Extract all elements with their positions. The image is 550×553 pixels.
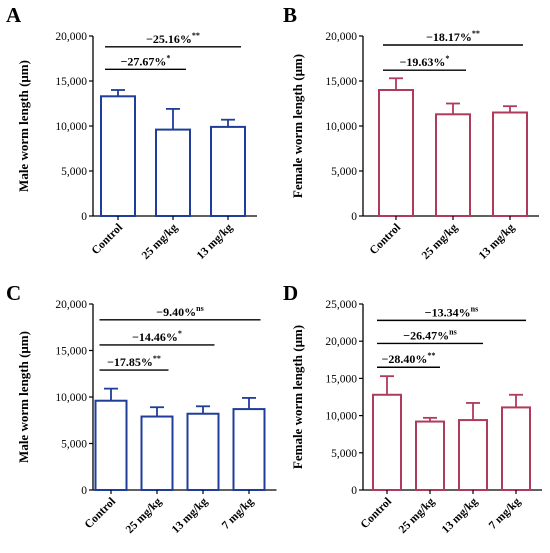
bar (210, 125, 246, 217)
annotation-label: −27.67%* (121, 53, 171, 68)
y-tick-label: 25,000 (325, 299, 357, 311)
annotation-label: −19.63%* (400, 54, 450, 69)
y-tick-label: 0 (81, 485, 87, 497)
y-axis-title: Male worm length (μm) (16, 60, 31, 192)
y-tick-label: 10,000 (325, 121, 357, 133)
y-tick-label: 0 (351, 211, 357, 223)
bar (155, 128, 191, 218)
category-label: 25 mg/kg (397, 495, 438, 536)
bar (186, 412, 220, 491)
bar (492, 111, 528, 217)
y-tick-label: 0 (351, 485, 357, 497)
panel-letter: A (6, 3, 22, 27)
category-label: 7 mg/kg (487, 495, 523, 531)
bar (140, 415, 174, 491)
category-label: 13 mg/kg (440, 495, 481, 536)
y-axis-title: Female worm length (μm) (290, 54, 305, 198)
panel-letter: C (6, 281, 21, 305)
category-label: 25 mg/kg (420, 221, 461, 262)
bar (435, 113, 471, 217)
annotation-label: −9.40%ns (156, 304, 203, 319)
bar (415, 420, 445, 491)
category-label: 13 mg/kg (477, 221, 518, 262)
y-tick-label: 5,000 (61, 439, 87, 451)
y-tick-label: 20,000 (325, 31, 357, 43)
panel-d: D 0 5,000 10,000 15,000 20,000 25,000 Female wo… (283, 281, 542, 536)
category-label: Control (90, 222, 125, 257)
category-label: Control (83, 496, 118, 531)
annotation-label: −28.40%** (382, 351, 436, 366)
panel-c: C 0 5,000 10,000 15,000 20,000 Male worm lengt… (6, 281, 277, 536)
annotation-label: −18.17%** (426, 29, 480, 44)
category-label: 7 mg/kg (220, 495, 256, 531)
bar (232, 408, 266, 491)
y-tick-label: 15,000 (325, 76, 357, 88)
y-tick-label: 5,000 (331, 166, 357, 178)
panel-a: A 0 5,000 10,000 15,000 20,000 Male worm lengt… (6, 3, 257, 262)
y-tick-label: 15,000 (55, 346, 87, 358)
y-tick-label: 15,000 (55, 76, 87, 88)
bar (378, 89, 414, 217)
y-tick-label: 20,000 (55, 299, 87, 311)
category-label: 25 mg/kg (140, 221, 181, 262)
bar (94, 399, 128, 491)
y-tick-label: 5,000 (331, 448, 357, 460)
y-axis-title: Male worm length (μm) (16, 331, 31, 463)
category-label: 25 mg/kg (124, 495, 165, 536)
bar (372, 393, 402, 492)
bar (100, 95, 136, 217)
panel-letter: B (283, 3, 297, 27)
y-tick-label: 10,000 (55, 121, 87, 133)
bar (501, 406, 531, 491)
y-tick-label: 10,000 (325, 411, 357, 423)
bar (458, 419, 488, 491)
y-axis-title: Female worm length (μm) (290, 325, 305, 469)
annotation-label: −13.34%ns (425, 304, 478, 319)
y-tick-label: 0 (81, 211, 87, 223)
panel-b: B 0 5,000 10,000 15,000 20,000 Female worm len… (283, 3, 539, 262)
y-tick-label: 20,000 (55, 31, 87, 43)
category-label: 13 mg/kg (170, 495, 211, 536)
annotation-label: −25.16%** (146, 31, 200, 46)
panel-letter: D (283, 281, 298, 305)
annotation-label: −17.85%** (107, 354, 161, 369)
y-tick-label: 20,000 (325, 336, 357, 348)
annotation-label: −14.46%* (132, 329, 182, 344)
y-tick-label: 10,000 (55, 392, 87, 404)
category-label: Control (368, 222, 403, 257)
category-label: 13 mg/kg (195, 221, 236, 262)
annotation-label: −26.47%ns (403, 327, 456, 342)
y-tick-label: 5,000 (61, 166, 87, 178)
category-label: Control (359, 496, 394, 531)
y-tick-label: 15,000 (325, 373, 357, 385)
